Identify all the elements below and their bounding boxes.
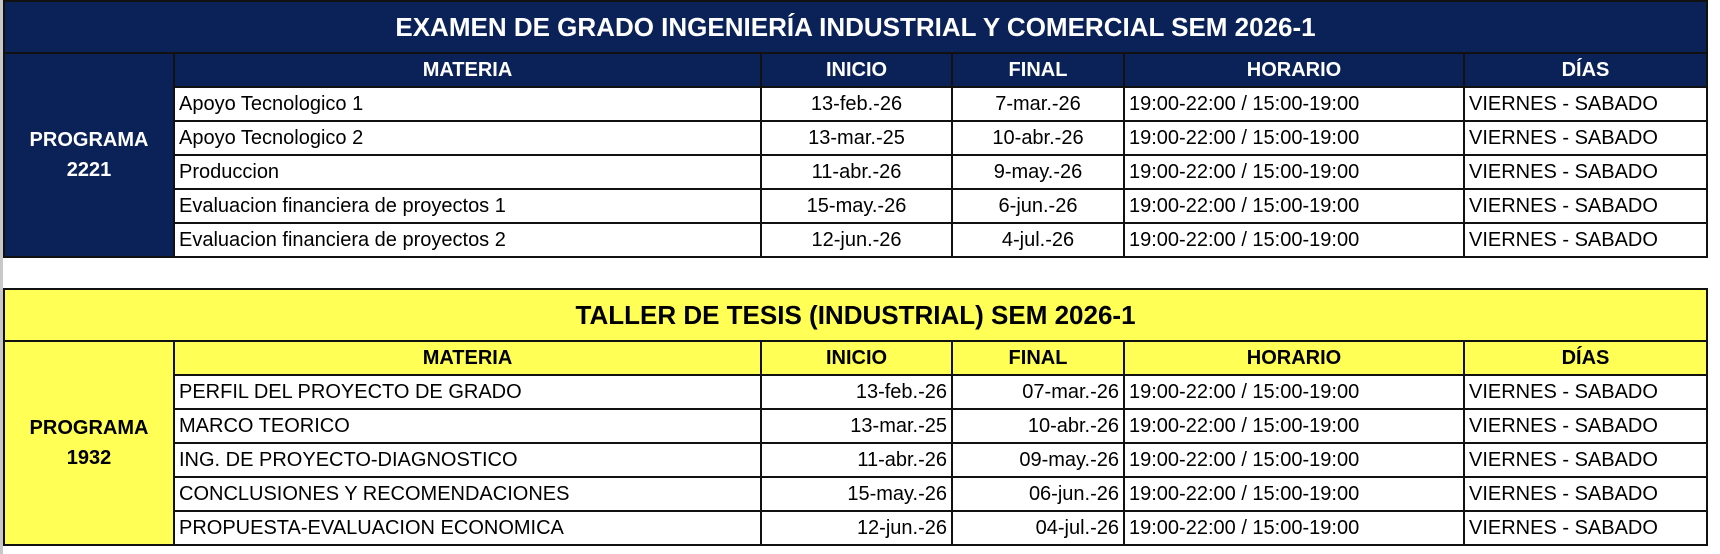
days-cell: VIERNES - SABADO: [1462, 442, 1709, 478]
schedule-cell: 19:00-22:00 / 15:00-19:00: [1123, 86, 1465, 122]
table-row: MARCO TEORICO 13-mar.-25 10-abr.-26 19:00-2…: [4, 408, 1709, 444]
schedule-cell: 19:00-22:00 / 15:00-19:00: [1123, 154, 1465, 190]
title-row: TALLER DE TESIS (INDUSTRIAL) SEM 2026-1: [2, 288, 1709, 342]
end-date-cell: 9-may.-26: [951, 154, 1125, 190]
table-row: Apoyo Tecnologico 1 13-feb.-26 7-mar.-26 19…: [4, 86, 1708, 122]
table-row: Evaluacion financiera de proyectos 2 12-j…: [4, 222, 1708, 258]
start-date-cell: 13-feb.-26: [760, 86, 953, 122]
column-header: MATERIA: [173, 52, 762, 88]
start-date-cell: 13-mar.-25: [760, 120, 953, 156]
column-header: INICIO: [760, 52, 953, 88]
column-header: DÍAS: [1462, 340, 1709, 376]
end-date-cell: 10-abr.-26: [951, 408, 1125, 444]
schedule-cell: 19:00-22:00 / 15:00-19:00: [1123, 188, 1465, 224]
subject-cell: CONCLUSIONES Y RECOMENDACIONES: [173, 476, 762, 512]
column-header: HORARIO: [1123, 340, 1465, 376]
header-row: PROGRAMA 1932 MATERIA INICIO FINAL HORARIO DÍ…: [3, 340, 1709, 546]
column-header: DÍAS: [1463, 52, 1708, 88]
start-date-cell: 11-abr.-26: [760, 442, 953, 478]
end-date-cell: 04-jul.-26: [951, 510, 1125, 546]
schedule-cell: 19:00-22:00 / 15:00-19:00: [1123, 476, 1465, 512]
table-row: ING. DE PROYECTO-DIAGNOSTICO 11-abr.-26 09…: [4, 442, 1709, 478]
days-cell: VIERNES - SABADO: [1462, 374, 1709, 410]
column-header: FINAL: [951, 52, 1125, 88]
end-date-cell: 6-jun.-26: [951, 188, 1125, 224]
program-label: PROGRAMA 2221: [3, 52, 175, 258]
days-cell: VIERNES - SABADO: [1462, 476, 1709, 512]
table-row: PERFIL DEL PROYECTO DE GRADO 13-feb.-26 07…: [4, 374, 1709, 410]
days-cell: VIERNES - SABADO: [1463, 86, 1708, 122]
start-date-cell: 11-abr.-26: [760, 154, 953, 190]
subject-cell: Evaluacion financiera de proyectos 2: [173, 222, 762, 258]
exam-schedule-table: EXAMEN DE GRADO INGENIERÍA INDUSTRIAL Y …: [3, 0, 1708, 258]
schedule-cell: 19:00-22:00 / 15:00-19:00: [1123, 442, 1465, 478]
start-date-cell: 13-mar.-25: [760, 408, 953, 444]
subject-cell: PROPUESTA-EVALUACION ECONOMICA: [173, 510, 762, 546]
days-cell: VIERNES - SABADO: [1463, 188, 1708, 224]
schedule-cell: 19:00-22:00 / 15:00-19:00: [1123, 374, 1465, 410]
start-date-cell: 12-jun.-26: [760, 222, 953, 258]
table-title: TALLER DE TESIS (INDUSTRIAL) SEM 2026-1: [2, 288, 1709, 342]
schedule-cell: 19:00-22:00 / 15:00-19:00: [1123, 510, 1465, 546]
header-row: PROGRAMA 2221 MATERIA INICIO FINAL HORARIO DÍ…: [3, 52, 1708, 258]
table-title: EXAMEN DE GRADO INGENIERÍA INDUSTRIAL Y …: [3, 0, 1708, 54]
end-date-cell: 10-abr.-26: [951, 120, 1125, 156]
table-row: PROPUESTA-EVALUACION ECONOMICA 12-jun.-26…: [4, 510, 1709, 546]
end-date-cell: 06-jun.-26: [951, 476, 1125, 512]
column-header: HORARIO: [1123, 52, 1465, 88]
start-date-cell: 13-feb.-26: [760, 374, 953, 410]
days-cell: VIERNES - SABADO: [1462, 510, 1709, 546]
table-row: Apoyo Tecnologico 2 13-mar.-25 10-abr.-26 1…: [4, 120, 1708, 156]
program-label: PROGRAMA 1932: [3, 340, 175, 546]
days-cell: VIERNES - SABADO: [1463, 154, 1708, 190]
column-header: MATERIA: [173, 340, 762, 376]
column-header: INICIO: [760, 340, 953, 376]
days-cell: VIERNES - SABADO: [1463, 120, 1708, 156]
title-row: EXAMEN DE GRADO INGENIERÍA INDUSTRIAL Y …: [3, 0, 1708, 54]
start-date-cell: 12-jun.-26: [760, 510, 953, 546]
column-header: FINAL: [951, 340, 1125, 376]
subject-cell: Apoyo Tecnologico 1: [173, 86, 762, 122]
start-date-cell: 15-may.-26: [760, 476, 953, 512]
schedule-cell: 19:00-22:00 / 15:00-19:00: [1123, 222, 1465, 258]
schedule-cell: 19:00-22:00 / 15:00-19:00: [1123, 408, 1465, 444]
subject-cell: Produccion: [173, 154, 762, 190]
schedule-cell: 19:00-22:00 / 15:00-19:00: [1123, 120, 1465, 156]
end-date-cell: 7-mar.-26: [951, 86, 1125, 122]
end-date-cell: 09-may.-26: [951, 442, 1125, 478]
start-date-cell: 15-may.-26: [760, 188, 953, 224]
subject-cell: PERFIL DEL PROYECTO DE GRADO: [173, 374, 762, 410]
subject-cell: Evaluacion financiera de proyectos 1: [173, 188, 762, 224]
end-date-cell: 4-jul.-26: [951, 222, 1125, 258]
table-row: Evaluacion financiera de proyectos 1 15-m…: [4, 188, 1708, 224]
days-cell: VIERNES - SABADO: [1463, 222, 1708, 258]
end-date-cell: 07-mar.-26: [951, 374, 1125, 410]
subject-cell: MARCO TEORICO: [173, 408, 762, 444]
table-row: Produccion 11-abr.-26 9-may.-26 19:00-22:00…: [4, 154, 1708, 190]
subject-cell: Apoyo Tecnologico 2: [173, 120, 762, 156]
thesis-workshop-table: TALLER DE TESIS (INDUSTRIAL) SEM 2026-1 P…: [2, 288, 1709, 546]
table-row: CONCLUSIONES Y RECOMENDACIONES 15-may.-26…: [4, 476, 1709, 512]
subject-cell: ING. DE PROYECTO-DIAGNOSTICO: [173, 442, 762, 478]
days-cell: VIERNES - SABADO: [1462, 408, 1709, 444]
